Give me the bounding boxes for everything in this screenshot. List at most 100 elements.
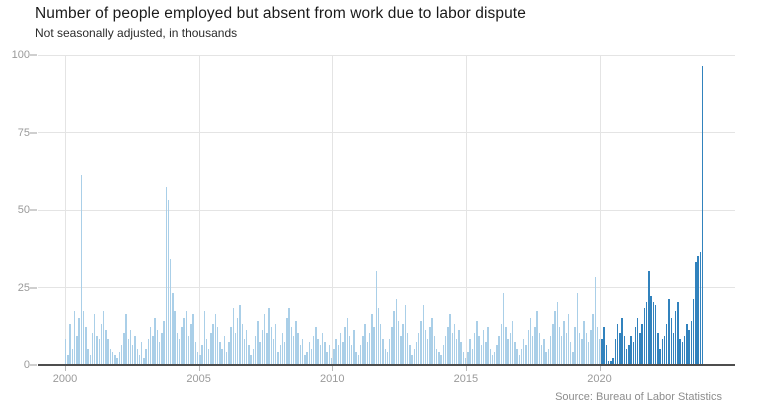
bar[interactable]: [181, 326, 183, 364]
bar[interactable]: [205, 339, 208, 364]
bar[interactable]: [632, 342, 634, 364]
bar[interactable]: [525, 345, 527, 364]
bar[interactable]: [373, 326, 375, 364]
bar[interactable]: [297, 333, 299, 364]
bar[interactable]: [576, 292, 579, 364]
bar[interactable]: [654, 305, 657, 364]
bar[interactable]: [313, 336, 315, 364]
bar[interactable]: [348, 336, 351, 364]
bar[interactable]: [529, 317, 532, 364]
bar[interactable]: [583, 320, 585, 364]
bar[interactable]: [129, 329, 132, 364]
bar[interactable]: [359, 345, 362, 364]
bar[interactable]: [304, 354, 306, 364]
bar[interactable]: [339, 333, 342, 364]
bar[interactable]: [301, 339, 304, 364]
bar[interactable]: [502, 292, 505, 364]
bar[interactable]: [248, 345, 250, 364]
bar[interactable]: [91, 333, 94, 364]
bar[interactable]: [158, 342, 161, 364]
bar[interactable]: [102, 311, 105, 364]
bar[interactable]: [402, 323, 404, 364]
bar[interactable]: [639, 333, 641, 364]
bar[interactable]: [288, 308, 290, 364]
bar[interactable]: [333, 348, 335, 364]
bar[interactable]: [192, 314, 194, 364]
bar[interactable]: [89, 354, 92, 364]
bar[interactable]: [420, 320, 422, 364]
bar[interactable]: [592, 314, 594, 364]
bar[interactable]: [170, 258, 172, 364]
bar[interactable]: [614, 339, 617, 364]
bar[interactable]: [183, 317, 185, 364]
bar[interactable]: [134, 336, 136, 364]
bar[interactable]: [272, 339, 275, 364]
bar[interactable]: [94, 314, 96, 364]
bar[interactable]: [561, 336, 563, 364]
bar[interactable]: [395, 298, 398, 364]
bar[interactable]: [603, 326, 605, 364]
bar[interactable]: [531, 336, 534, 364]
bar[interactable]: [80, 174, 83, 364]
bar[interactable]: [610, 360, 612, 364]
bar[interactable]: [185, 311, 188, 364]
bar[interactable]: [536, 311, 538, 364]
bar[interactable]: [657, 333, 659, 364]
bar[interactable]: [440, 354, 442, 364]
bar[interactable]: [212, 323, 214, 364]
bar[interactable]: [552, 323, 554, 364]
bar[interactable]: [397, 320, 400, 364]
bar[interactable]: [254, 336, 257, 364]
bar[interactable]: [424, 329, 427, 364]
bar[interactable]: [565, 333, 567, 364]
bar[interactable]: [426, 339, 429, 364]
bar[interactable]: [125, 314, 127, 364]
bar[interactable]: [451, 333, 453, 364]
bar[interactable]: [518, 354, 521, 364]
bar[interactable]: [480, 345, 483, 364]
bar[interactable]: [342, 342, 344, 364]
bar[interactable]: [364, 323, 366, 364]
bar[interactable]: [290, 326, 293, 364]
bar[interactable]: [116, 357, 118, 364]
bar[interactable]: [491, 354, 494, 364]
bar[interactable]: [400, 336, 402, 364]
bar[interactable]: [507, 339, 509, 364]
bar[interactable]: [335, 339, 337, 364]
bar[interactable]: [692, 298, 695, 364]
bar[interactable]: [281, 333, 284, 364]
bar[interactable]: [523, 339, 525, 364]
bar[interactable]: [406, 333, 409, 364]
bar[interactable]: [196, 351, 199, 364]
bar[interactable]: [315, 326, 317, 364]
bar[interactable]: [216, 326, 219, 364]
bar[interactable]: [143, 357, 145, 364]
bar[interactable]: [567, 314, 570, 364]
bar[interactable]: [194, 342, 197, 364]
bar[interactable]: [71, 348, 74, 364]
bar[interactable]: [357, 354, 360, 364]
bar[interactable]: [478, 336, 480, 364]
bar[interactable]: [509, 333, 512, 364]
bar[interactable]: [65, 339, 67, 364]
bar[interactable]: [444, 336, 447, 364]
bar[interactable]: [563, 320, 565, 364]
bar[interactable]: [449, 314, 451, 364]
bar[interactable]: [527, 329, 529, 364]
bar[interactable]: [505, 326, 507, 364]
bar[interactable]: [330, 357, 333, 364]
bar[interactable]: [456, 339, 458, 364]
bar[interactable]: [375, 271, 378, 364]
bar[interactable]: [234, 333, 237, 364]
bar[interactable]: [543, 339, 545, 364]
bar[interactable]: [433, 336, 436, 364]
bar[interactable]: [679, 339, 681, 364]
bar[interactable]: [123, 333, 125, 364]
bar[interactable]: [670, 317, 672, 364]
bar[interactable]: [286, 317, 288, 364]
bar[interactable]: [447, 326, 449, 364]
bar[interactable]: [458, 329, 460, 364]
bar[interactable]: [324, 342, 326, 364]
bar[interactable]: [435, 348, 438, 364]
bar[interactable]: [114, 354, 116, 364]
